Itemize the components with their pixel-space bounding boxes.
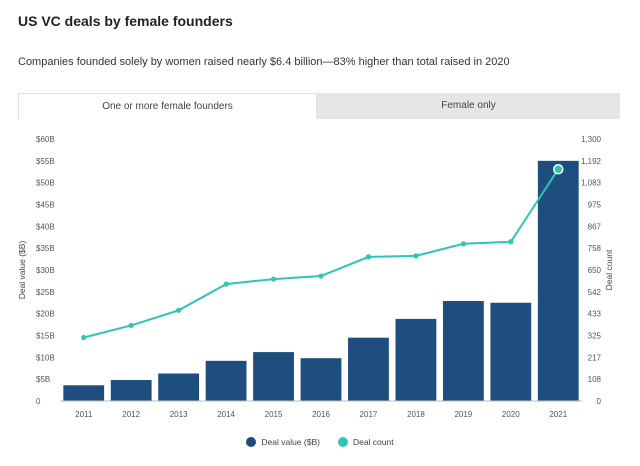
y-tick-label: $20B — [36, 310, 55, 319]
y-tick-label: $40B — [36, 222, 55, 231]
bar — [395, 318, 437, 401]
y2-tick-label: 975 — [588, 201, 602, 210]
y2-tick-label: 650 — [588, 266, 602, 275]
bar — [205, 360, 247, 401]
legend-item-deal-value[interactable]: Deal value ($B) — [246, 437, 320, 447]
x-tick-label: 2014 — [217, 410, 235, 419]
x-tick-label: 2019 — [454, 410, 472, 419]
line-series-deal-count — [83, 168, 560, 339]
y-tick-label: $10B — [36, 353, 55, 362]
y2-tick-label: 542 — [588, 288, 602, 297]
legend-item-deal-count[interactable]: Deal count — [337, 437, 394, 447]
x-tick-label: 2018 — [407, 410, 425, 419]
y-tick-label: 0 — [36, 397, 41, 406]
y-tick-label: $55B — [36, 157, 55, 166]
x-tick-label: 2012 — [122, 410, 140, 419]
y-tick-label: $5B — [36, 375, 50, 384]
legend-label-deal-count: Deal count — [352, 437, 394, 447]
bar — [63, 385, 105, 401]
legend-label-deal-value: Deal value ($B) — [261, 437, 320, 447]
line-point — [508, 239, 514, 245]
y-tick-label: $35B — [36, 244, 55, 253]
x-tick-label: 2016 — [312, 410, 330, 419]
y-tick-label: $60B — [36, 135, 55, 144]
y-axis-title: Deal value ($B) — [17, 241, 27, 300]
x-tick-label: 2020 — [502, 410, 520, 419]
y2-tick-label: 108 — [588, 375, 602, 384]
y-tick-label: $25B — [36, 288, 55, 297]
legend-swatch-deal-count — [337, 437, 348, 447]
x-tick-label: 2013 — [170, 410, 188, 419]
chart-subtitle: Companies founded solely by women raised… — [18, 56, 510, 68]
line-point — [270, 276, 277, 282]
y2-tick-label: 217 — [588, 353, 602, 362]
x-tick-label: 2015 — [265, 410, 283, 419]
tab-one-or-more-female-founders[interactable]: One or more female founders — [18, 93, 317, 119]
y2-tick-label: 867 — [588, 222, 602, 231]
y2-tick-label: 1,192 — [581, 157, 602, 166]
y2-tick-label: 1,083 — [581, 179, 602, 188]
bar — [300, 358, 342, 401]
x-tick-label: 2011 — [75, 410, 93, 419]
line-point — [460, 241, 466, 247]
y-tick-label: $50B — [36, 179, 55, 188]
bar — [110, 380, 152, 401]
bar — [158, 373, 200, 401]
line-point — [81, 334, 87, 341]
x-tick-label: 2017 — [360, 410, 378, 419]
bar — [348, 337, 389, 401]
y-tick-label: $30B — [36, 266, 55, 275]
chart-title: US VC deals by female founders — [18, 13, 233, 29]
y2-tick-label: 758 — [588, 244, 602, 253]
line-point — [413, 253, 419, 259]
y2-tick-label: 325 — [588, 332, 602, 341]
legend: Deal value ($B) Deal count — [0, 437, 640, 447]
y2-tick-label: 1,300 — [581, 135, 602, 144]
line-point — [365, 254, 372, 260]
y-tick-label: $15B — [36, 332, 55, 341]
tab-bar: One or more female founders Female only — [18, 93, 620, 119]
line-point — [176, 307, 182, 313]
bar — [442, 301, 484, 401]
y-tick-label: $45B — [36, 201, 55, 210]
tab-female-only[interactable]: Female only — [441, 100, 496, 111]
y2-tick-label: 0 — [597, 397, 602, 406]
y2-axis-title: Deal count — [604, 249, 614, 290]
line-point — [128, 322, 134, 329]
legend-swatch-deal-value — [246, 437, 257, 447]
bar — [537, 160, 579, 401]
bar — [253, 352, 294, 401]
bar — [490, 302, 532, 401]
y2-tick-label: 433 — [588, 310, 602, 319]
line-point — [553, 163, 564, 175]
x-tick-label: 2021 — [549, 410, 567, 419]
line-point — [223, 281, 229, 287]
line-point — [318, 273, 324, 279]
